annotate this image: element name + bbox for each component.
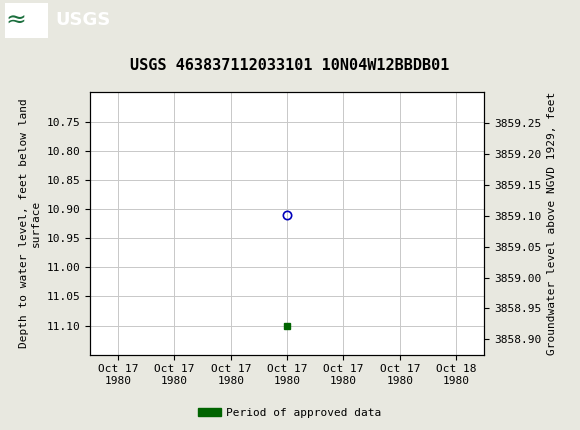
Text: USGS: USGS [55,12,110,29]
FancyBboxPatch shape [5,3,48,37]
Y-axis label: Groundwater level above NGVD 1929, feet: Groundwater level above NGVD 1929, feet [547,92,557,355]
Text: ≈: ≈ [6,9,27,32]
Legend: Period of approved data: Period of approved data [194,403,386,422]
Text: USGS 463837112033101 10N04W12BBDB01: USGS 463837112033101 10N04W12BBDB01 [130,58,450,73]
Y-axis label: Depth to water level, feet below land
surface: Depth to water level, feet below land su… [19,99,41,348]
